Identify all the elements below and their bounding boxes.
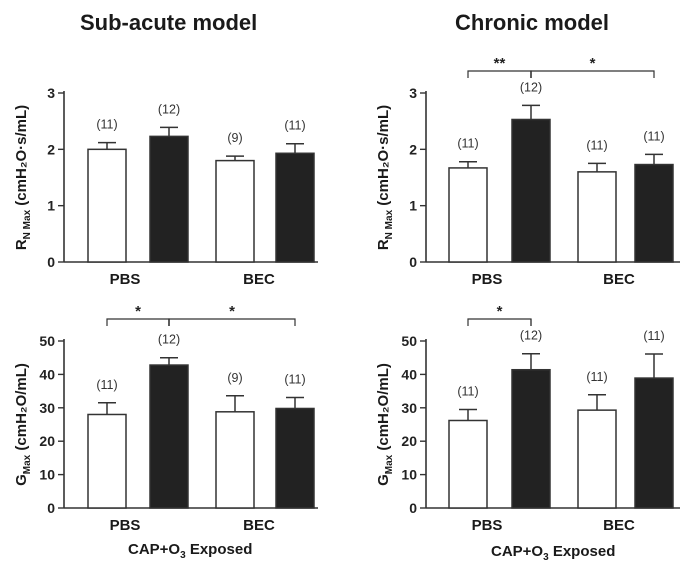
chronic-rn-y-tick-label: 3: [409, 85, 417, 101]
subacute-rn-y-axis-title: RN Max (cmH₂O·s/mL): [13, 105, 33, 250]
chronic-g-y-tick-label: 50: [401, 333, 417, 349]
chronic-g-n-label: (11): [586, 370, 607, 384]
heading-subacute: Sub-acute model: [80, 10, 258, 35]
subacute-rn-x-tick-label-pbs: PBS: [110, 271, 141, 288]
subacute-rn-n-label: (12): [158, 102, 180, 116]
chronic-g-y-tick-label: 0: [409, 500, 417, 516]
chronic-g-n-label: (12): [520, 329, 542, 343]
chronic-rn-n-label: (11): [586, 138, 607, 152]
subacute-g-n-label: (12): [158, 333, 180, 347]
chronic-g-n-label: (11): [643, 329, 664, 343]
chronic-rn-sig-bracket: [467, 70, 532, 78]
chronic-g-x-tick-label-bec: BEC: [603, 517, 635, 534]
subacute-g-sig-bracket: [106, 318, 170, 326]
chronic-g-y-axis-title: GMax (cmH₂O/mL): [375, 363, 395, 486]
chronic-rn-bar-pbs-filled: [511, 118, 551, 263]
chronic-rn-n-label: (11): [457, 137, 478, 151]
subacute-rn-y-tick-label: 1: [47, 198, 55, 214]
subacute-rn-y-tick-label: 3: [47, 85, 55, 101]
chronic-g-n-label: (11): [457, 384, 478, 398]
subacute-g-y-tick-label: 40: [39, 366, 55, 382]
subacute-g-x-tick-label-bec: BEC: [243, 517, 275, 534]
x-caption-right: CAP+O3 Exposed: [491, 543, 616, 563]
subacute-g-n-label: (9): [227, 371, 242, 385]
subacute-g-y-tick-label: 20: [39, 433, 55, 449]
chronic-rn-sig-label: **: [494, 55, 506, 72]
chronic-rn-bar-bec-open: [577, 171, 617, 263]
subacute-g-y-axis-title: GMax (cmH₂O/mL): [13, 363, 33, 486]
subacute-rn-y-tick-label: 2: [47, 141, 55, 157]
chronic-rn-y-tick-label: 2: [409, 141, 417, 157]
x-caption-left: CAP+O3 Exposed: [128, 541, 253, 561]
chronic-g-sig-bracket: [467, 318, 532, 326]
subacute-rn-n-label: (11): [96, 118, 117, 132]
subacute-rn-bar-bec-open: [215, 159, 255, 263]
chronic-rn-y-axis-title: RN Max (cmH₂O·s/mL): [375, 105, 395, 250]
chronic-rn-bar-pbs-open: [448, 167, 488, 263]
chronic-g-y-tick-label: 40: [401, 366, 417, 382]
chronic-rn-bar-bec-filled: [634, 163, 674, 263]
subacute-rn-x-tick-label-bec: BEC: [243, 271, 275, 288]
chronic-g-y-tick-label: 20: [401, 433, 417, 449]
chronic-g-sig-label: *: [497, 303, 503, 320]
heading-chronic: Chronic model: [455, 10, 610, 35]
subacute-g-y-tick-label: 10: [39, 467, 55, 483]
chronic-rn-y-tick-label: 1: [409, 198, 417, 214]
chronic-rn-n-label: (12): [520, 80, 542, 94]
chronic-rn-x-tick-label-bec: BEC: [603, 271, 635, 288]
subacute-g-sig-label: *: [229, 303, 235, 320]
chronic-g-bar-pbs-filled: [511, 368, 551, 509]
chronic-g-bar-bec-filled: [634, 377, 674, 509]
chronic-rn-sig-bracket: [530, 70, 655, 78]
subacute-g-n-label: (11): [284, 372, 305, 386]
subacute-g-bar-pbs-open: [87, 413, 127, 509]
subacute-g-n-label: (11): [96, 378, 117, 392]
subacute-g-bar-pbs-filled: [149, 364, 189, 509]
subacute-rn-y-tick-label: 0: [47, 254, 55, 270]
chronic-g-y-tick-label: 30: [401, 400, 417, 416]
chronic-g-y-tick-label: 10: [401, 467, 417, 483]
subacute-g-bar-bec-filled: [275, 407, 315, 509]
chronic-g-bar-pbs-open: [448, 419, 488, 509]
subacute-rn-n-label: (11): [284, 119, 305, 133]
chronic-rn-sig-label: *: [590, 55, 596, 72]
subacute-g-bar-bec-open: [215, 411, 255, 509]
subacute-g-y-tick-label: 30: [39, 400, 55, 416]
subacute-g-x-tick-label-pbs: PBS: [110, 517, 141, 534]
chronic-rn-n-label: (11): [643, 129, 664, 143]
subacute-rn-bar-pbs-open: [87, 148, 127, 263]
subacute-g-y-tick-label: 50: [39, 333, 55, 349]
subacute-g-sig-label: *: [135, 303, 141, 320]
chronic-g-x-tick-label-pbs: PBS: [472, 517, 503, 534]
chronic-g-bar-bec-open: [577, 409, 617, 509]
subacute-rn-bar-bec-filled: [275, 152, 315, 263]
subacute-g-sig-bracket: [168, 318, 296, 326]
chronic-rn-y-tick-label: 0: [409, 254, 417, 270]
chronic-rn-x-tick-label-pbs: PBS: [472, 271, 503, 288]
subacute-rn-bar-pbs-filled: [149, 135, 189, 263]
subacute-g-y-tick-label: 0: [47, 500, 55, 516]
subacute-rn-n-label: (9): [227, 131, 242, 145]
